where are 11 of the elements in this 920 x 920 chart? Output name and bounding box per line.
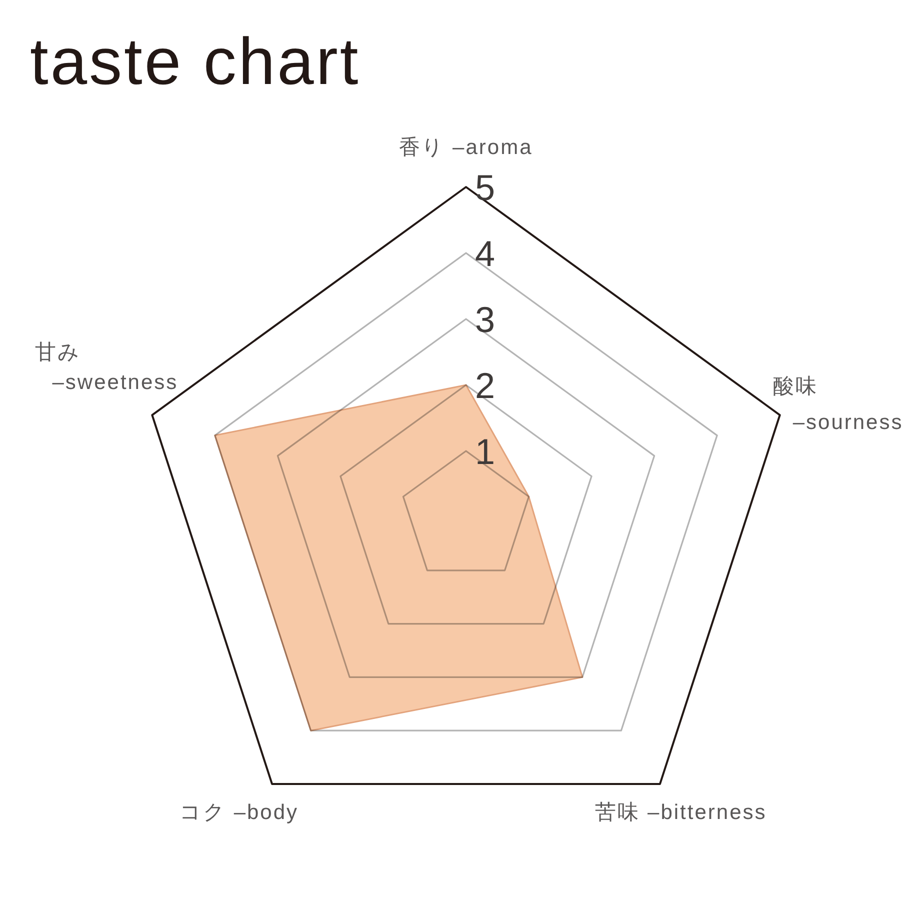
spoke-label: 香り –aroma (399, 136, 533, 159)
title: taste chart (30, 24, 360, 98)
spoke-label: コク –body (180, 800, 299, 824)
spoke-label: 苦味 –bitterness (595, 800, 767, 824)
y-tick-label: 3 (475, 299, 496, 340)
spoke-label: 酸味 –sourness (772, 375, 904, 434)
y-tick-label: 2 (475, 365, 496, 406)
y-tick-label: 1 (475, 431, 496, 472)
y-tick-label: 5 (475, 167, 496, 208)
spoke-label: 甘み –sweetness (35, 341, 178, 394)
y-tick-label: 4 (475, 233, 496, 274)
